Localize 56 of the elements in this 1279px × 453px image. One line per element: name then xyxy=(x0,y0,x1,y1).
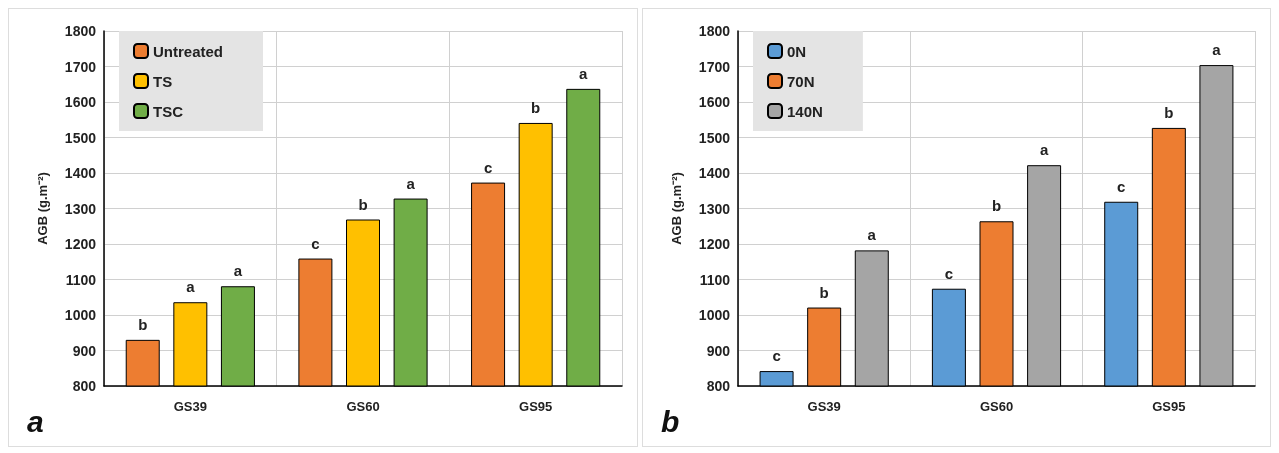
legend-label: TS xyxy=(153,72,173,90)
y-tick-label: 900 xyxy=(72,342,97,359)
y-tick-label: 1200 xyxy=(698,236,731,252)
y-tick-label: 1300 xyxy=(64,200,97,217)
y-tick-label: 1400 xyxy=(64,165,97,181)
legend-label: Untreated xyxy=(153,42,224,60)
y-tick-label: 1100 xyxy=(699,271,731,288)
data-label: b xyxy=(531,98,541,116)
data-label: a xyxy=(867,226,877,244)
data-label: c xyxy=(483,158,493,176)
text: a xyxy=(27,404,44,438)
data-label: b xyxy=(991,197,1002,215)
data-label: a xyxy=(186,278,196,296)
y-axis-title: AGB (g.m⁻²) xyxy=(35,172,50,245)
y-tick-label: 1800 xyxy=(698,23,731,39)
data-label: a xyxy=(579,64,589,82)
data-label: c xyxy=(1117,177,1126,195)
y-tick-label: 1500 xyxy=(698,129,731,146)
y-tick-label: 1800 xyxy=(64,23,97,39)
x-tick-label: GS95 xyxy=(519,399,553,414)
y-tick-label: 800 xyxy=(706,378,731,394)
data-label: b xyxy=(819,283,829,301)
x-tick-label: GS95 xyxy=(1152,399,1186,414)
y-tick-label: 1300 xyxy=(698,200,731,217)
data-label: c xyxy=(944,264,954,282)
y-tick-label: 1100 xyxy=(65,271,97,288)
x-tick-label: GS39 xyxy=(807,399,841,414)
y-tick-label: 800 xyxy=(72,378,97,394)
y-tick-label: 1200 xyxy=(64,236,97,252)
x-tick-label: GS60 xyxy=(346,399,380,414)
y-axis-title: AGB (g.m⁻²) xyxy=(669,172,684,245)
data-label: c xyxy=(311,234,320,252)
data-label: a xyxy=(233,262,243,280)
y-tick-label: 1600 xyxy=(64,94,97,110)
y-tick-label: 1500 xyxy=(64,129,97,146)
y-tick-label: 1000 xyxy=(698,307,731,323)
x-tick-label: GS39 xyxy=(173,399,207,414)
data-label: a xyxy=(406,174,416,192)
legend-label: 70N xyxy=(787,72,815,90)
y-tick-label: 1700 xyxy=(698,58,731,75)
y-tick-label: 900 xyxy=(706,342,731,359)
data-label: c xyxy=(772,347,781,365)
legend-label: 140N xyxy=(787,102,823,120)
data-label: a xyxy=(1212,41,1222,59)
data-label: b xyxy=(358,195,368,213)
y-tick-label: 1600 xyxy=(698,94,731,110)
data-label: b xyxy=(138,315,148,333)
y-tick-label: 1000 xyxy=(64,307,97,323)
y-tick-label: 1400 xyxy=(698,165,731,181)
x-tick-label: GS60 xyxy=(979,399,1014,414)
legend-label: TSC xyxy=(153,102,184,120)
y-tick-label: 1700 xyxy=(64,58,97,75)
text: b xyxy=(661,404,680,438)
data-label: b xyxy=(1164,103,1174,121)
data-label: a xyxy=(1039,141,1049,159)
legend-label: 0N xyxy=(787,42,807,60)
